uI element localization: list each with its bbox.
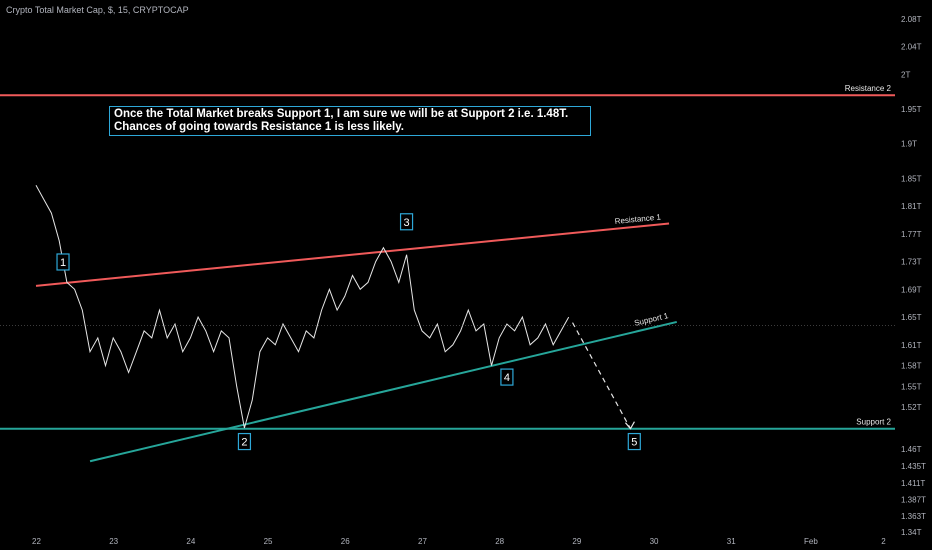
y-tick-label: 2.04T xyxy=(901,43,922,52)
x-tick-label: 29 xyxy=(572,537,581,546)
y-tick-label: 1.77T xyxy=(901,230,922,239)
y-tick-label: 1.65T xyxy=(901,313,922,322)
x-tick-label: 25 xyxy=(264,537,273,546)
y-tick-label: 1.95T xyxy=(901,105,922,114)
annotation-line-2: Chances of going towards Resistance 1 is… xyxy=(114,121,404,133)
chart-title: Crypto Total Market Cap, $, 15, CRYPTOCA… xyxy=(6,5,189,15)
x-tick-label: 28 xyxy=(495,537,504,546)
wave-marker-label: 1 xyxy=(60,257,66,269)
y-tick-label: 1.58T xyxy=(901,362,922,371)
x-tick-label: 2 xyxy=(881,537,886,546)
x-tick-label: 22 xyxy=(32,537,41,546)
y-tick-label: 1.387T xyxy=(901,495,926,504)
y-tick-label: 1.85T xyxy=(901,174,922,183)
wave-marker-box xyxy=(500,368,514,386)
y-axis-panel xyxy=(895,0,932,550)
y-tick-label: 2T xyxy=(901,70,910,79)
x-tick-label: 23 xyxy=(109,537,118,546)
trendline xyxy=(89,320,677,463)
y-tick-label: 1.435T xyxy=(901,462,926,471)
y-tick-label: 1.61T xyxy=(901,341,922,350)
wave-marker-box xyxy=(399,213,414,231)
annotation-line-1: Once the Total Market breaks Support 1, … xyxy=(114,108,569,120)
y-tick-label: 1.52T xyxy=(901,403,922,412)
x-tick-label: 31 xyxy=(727,537,736,546)
x-tick-label: Feb xyxy=(804,537,818,546)
level-label: Support 2 xyxy=(856,418,891,427)
x-tick-label: 27 xyxy=(418,537,427,546)
y-tick-label: 1.411T xyxy=(901,479,925,488)
y-tick-label: 1.55T xyxy=(901,382,922,391)
x-tick-label: 30 xyxy=(650,537,659,546)
projection-arrow xyxy=(572,322,631,429)
wave-marker-label: 5 xyxy=(631,437,637,449)
projection-arrowhead xyxy=(624,421,635,430)
y-tick-label: 1.46T xyxy=(901,445,922,454)
y-tick-label: 1.34T xyxy=(901,528,922,537)
wave-marker-box xyxy=(627,432,641,451)
y-tick-label: 1.81T xyxy=(901,202,922,211)
x-tick-label: 26 xyxy=(341,537,350,546)
y-tick-label: 1.9T xyxy=(901,140,917,149)
y-tick-label: 2.08T xyxy=(901,15,922,24)
wave-marker-box xyxy=(237,432,252,451)
wave-marker-label: 3 xyxy=(403,217,409,229)
x-tick-label: 24 xyxy=(186,537,195,546)
wave-marker-label: 4 xyxy=(504,372,510,384)
level-label: Resistance 2 xyxy=(845,84,892,93)
trendline xyxy=(35,222,670,287)
annotation-textbox: Once the Total Market breaks Support 1, … xyxy=(109,106,591,136)
y-tick-label: 1.69T xyxy=(901,285,922,294)
price-series-line xyxy=(35,185,570,429)
wave-marker-box xyxy=(56,253,70,271)
y-tick-label: 1.363T xyxy=(901,512,926,521)
y-tick-label: 1.73T xyxy=(901,258,922,267)
wave-marker-label: 2 xyxy=(241,437,247,449)
